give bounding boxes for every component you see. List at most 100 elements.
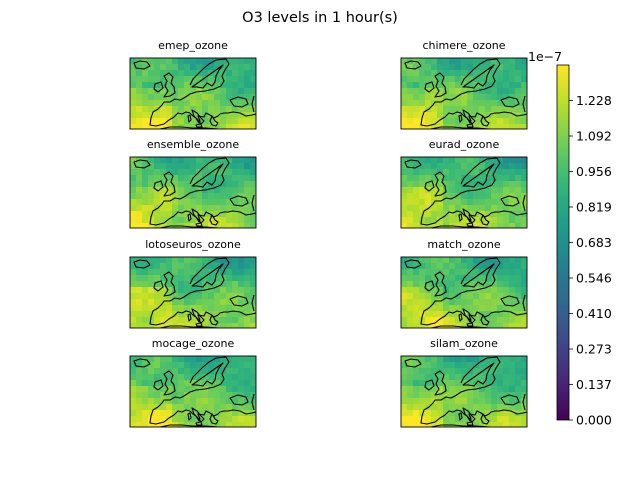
field-cell: [455, 263, 462, 270]
field-cell: [226, 112, 233, 119]
field-cell: [244, 263, 251, 270]
field-cell: [142, 410, 149, 417]
field-cell: [160, 76, 167, 83]
field-cell: [244, 94, 251, 101]
field-cell: [130, 281, 137, 288]
field-cell: [443, 404, 450, 411]
field-cell: [226, 281, 233, 288]
field-cell: [413, 410, 420, 417]
field-cell: [136, 422, 143, 427]
field-cell: [142, 124, 149, 129]
field-cell: [178, 275, 185, 282]
field-cell: [160, 392, 167, 399]
field-cell: [166, 94, 173, 101]
field-cell: [232, 118, 239, 125]
field-cell: [250, 223, 256, 228]
field-cell: [244, 323, 251, 328]
field-cell: [136, 263, 143, 270]
field-cell: [413, 275, 420, 282]
field-cell: [443, 106, 450, 113]
field-cell: [220, 257, 227, 264]
field-cell: [407, 323, 414, 328]
field-cell: [142, 404, 149, 411]
field-cell: [202, 58, 209, 65]
field-cell: [130, 175, 137, 182]
field-cell: [473, 94, 480, 101]
field-cell: [431, 211, 438, 218]
field-cell: [130, 362, 137, 369]
field-cell: [491, 257, 498, 264]
field-cell: [178, 287, 185, 294]
field-cell: [497, 112, 504, 119]
field-cell: [401, 70, 408, 77]
field-cell: [184, 94, 191, 101]
field-cell: [437, 94, 444, 101]
panel-frame: [400, 156, 528, 229]
field-cell: [419, 422, 426, 427]
field-cell: [142, 305, 149, 312]
field-cell: [461, 205, 468, 212]
field-cell: [419, 317, 426, 324]
field-cell: [184, 323, 191, 328]
field-cell: [238, 175, 245, 182]
field-cell: [238, 386, 245, 393]
field-cell: [148, 163, 155, 170]
field-cell: [431, 169, 438, 176]
field-cell: [503, 281, 510, 288]
field-cell: [455, 163, 462, 170]
field-cell: [479, 157, 486, 164]
field-cell: [503, 124, 510, 129]
field-cell: [226, 368, 233, 375]
field-cell: [214, 94, 221, 101]
field-cell: [461, 323, 468, 328]
field-cell: [154, 323, 161, 328]
field-cell: [521, 88, 527, 95]
field-cell: [172, 263, 179, 270]
field-cell: [509, 257, 516, 264]
field-cell: [184, 317, 191, 324]
panel-title: chimere_ozone: [422, 39, 505, 52]
field-cell: [238, 362, 245, 369]
field-cell: [443, 368, 450, 375]
field-cell: [184, 223, 191, 228]
field-cell: [461, 187, 468, 194]
field-cell: [467, 199, 474, 206]
field-cell: [449, 205, 456, 212]
field-cell: [244, 118, 251, 125]
field-cell: [250, 257, 256, 264]
field-cell: [148, 169, 155, 176]
field-cell: [485, 311, 492, 318]
field-cell: [515, 88, 522, 95]
field-cell: [190, 422, 197, 427]
field-cell: [497, 257, 504, 264]
field-cell: [413, 311, 420, 318]
field-cell: [142, 163, 149, 170]
field-cell: [136, 169, 143, 176]
field-cell: [515, 287, 522, 294]
field-cell: [130, 410, 137, 417]
field-cell: [407, 281, 414, 288]
field-cell: [148, 70, 155, 77]
field-cell: [148, 157, 155, 164]
field-cell: [467, 58, 474, 65]
field-cell: [238, 211, 245, 218]
field-cell: [491, 112, 498, 119]
field-cell: [455, 368, 462, 375]
field-cell: [136, 398, 143, 405]
field-cell: [491, 299, 498, 306]
field-cell: [190, 169, 197, 176]
field-cell: [449, 64, 456, 71]
field-cell: [214, 422, 221, 427]
field-cell: [461, 223, 468, 228]
field-cell: [226, 269, 233, 276]
field-cell: [431, 380, 438, 387]
field-cell: [407, 398, 414, 405]
field-cell: [130, 263, 137, 270]
field-cell: [479, 76, 486, 83]
field-cell: [178, 217, 185, 224]
field-cell: [461, 293, 468, 300]
field-cell: [443, 257, 450, 264]
field-cell: [148, 257, 155, 264]
field-cell: [425, 70, 432, 77]
field-cell: [497, 287, 504, 294]
